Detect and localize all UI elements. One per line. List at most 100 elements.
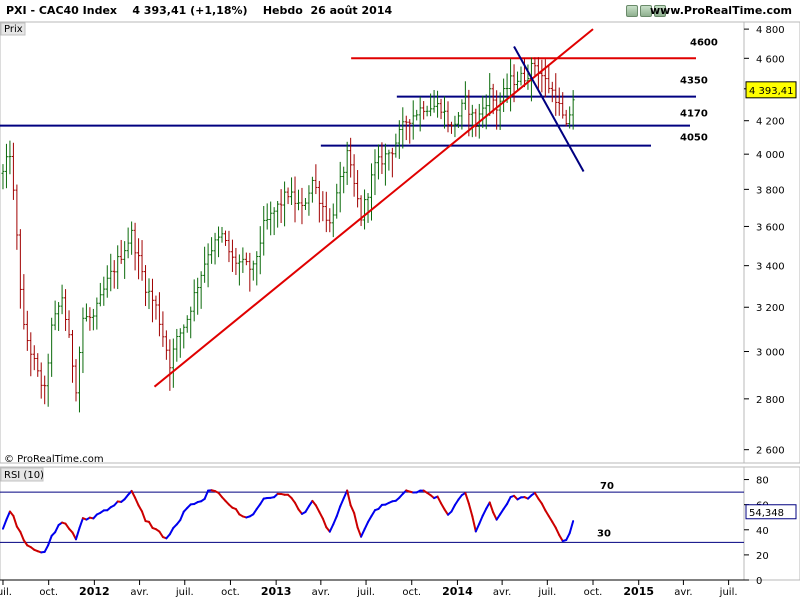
rsi-segment bbox=[203, 489, 210, 500]
rsi-segment bbox=[158, 530, 164, 539]
rsi-panel-tag-box bbox=[0, 467, 44, 482]
last-rsi-box bbox=[745, 504, 797, 520]
copyright-text: © ProRealTime.com bbox=[4, 454, 104, 465]
price-y-tick-label: 4 200 bbox=[756, 117, 785, 128]
last-price-box bbox=[745, 81, 797, 99]
rsi-segment bbox=[252, 507, 258, 516]
rsi-segment bbox=[488, 501, 495, 514]
price-y-tick-label: 4 800 bbox=[756, 25, 785, 36]
rsi-segment bbox=[499, 507, 505, 516]
rsi-segment bbox=[356, 526, 363, 538]
rsi-segment bbox=[568, 520, 575, 535]
rsi-segment bbox=[339, 497, 345, 508]
rsi-segment bbox=[335, 505, 342, 518]
x-tick-label: juil. bbox=[719, 587, 738, 598]
rsi-segment bbox=[137, 504, 144, 513]
rsi-segment bbox=[353, 511, 359, 529]
rsi-segment bbox=[506, 496, 512, 505]
window-button-3[interactable] bbox=[654, 5, 666, 17]
rsi-segment bbox=[467, 502, 474, 518]
price-y-tick-label: 3 600 bbox=[756, 222, 785, 233]
x-tick-label: avr. bbox=[312, 587, 330, 598]
rsi-segment bbox=[502, 502, 509, 510]
rsi-segment bbox=[54, 524, 60, 534]
price-y-tick-label: 3 800 bbox=[756, 185, 785, 196]
rsi-segment bbox=[332, 515, 338, 526]
x-tick-label: avr. bbox=[674, 587, 692, 598]
x-tick-label: juil. bbox=[356, 587, 375, 598]
x-tick-label: juil. bbox=[0, 587, 12, 598]
rsi-segment bbox=[367, 515, 373, 524]
last-rsi-label: 54,348 bbox=[749, 508, 784, 519]
rsi-segment bbox=[464, 492, 470, 505]
rsi-segment bbox=[147, 520, 154, 529]
price-panel-frame bbox=[0, 21, 745, 464]
rsi-segment bbox=[346, 489, 352, 507]
rsi-segment bbox=[436, 495, 443, 505]
x-tick-label: 2012 bbox=[79, 585, 110, 598]
x-tick-label: oct. bbox=[402, 587, 421, 598]
rsi-segment bbox=[540, 502, 547, 512]
rsi-segment bbox=[294, 501, 300, 511]
rsi-segment bbox=[495, 513, 502, 521]
last-price-label: 4 393,41 bbox=[749, 86, 794, 97]
rsi-segment bbox=[481, 507, 488, 517]
x-tick-label: oct. bbox=[584, 587, 603, 598]
rsi-segment bbox=[47, 534, 53, 547]
rsi-segment bbox=[1, 518, 8, 530]
rsi-segment bbox=[43, 544, 50, 553]
x-tick-label: 2013 bbox=[261, 585, 292, 598]
rsi-y-tick-label: 0 bbox=[756, 576, 762, 587]
x-tick-label: oct. bbox=[39, 587, 58, 598]
level-label-4600: 4600 bbox=[690, 37, 718, 48]
rsi-level-70-label: 70 bbox=[600, 481, 614, 492]
rsi-panel-frame bbox=[0, 466, 745, 581]
x-tick-label: 2014 bbox=[442, 585, 473, 598]
rsi-y-tick-label: 80 bbox=[756, 476, 769, 487]
price-y-tick-label: 4 600 bbox=[756, 54, 785, 65]
price-panel-tag: Prix bbox=[4, 24, 23, 35]
window-button-2[interactable] bbox=[640, 5, 652, 17]
rsi-axis-area bbox=[743, 466, 800, 581]
rsi-segment bbox=[547, 515, 554, 523]
rsi-segment bbox=[78, 517, 84, 530]
rsi-segment bbox=[179, 510, 185, 521]
rsi-segment bbox=[370, 509, 376, 518]
rsi-segment bbox=[537, 497, 543, 505]
rsi-segment bbox=[349, 504, 356, 514]
rsi-segment bbox=[544, 509, 550, 518]
rsi-segment bbox=[130, 489, 137, 499]
rsi-segment bbox=[318, 510, 324, 520]
rsi-segment bbox=[360, 528, 366, 538]
rsi-segment bbox=[141, 510, 147, 523]
rsi-segment bbox=[328, 523, 335, 533]
window-button-1[interactable] bbox=[626, 5, 638, 17]
chart-title: PXI - CAC40 Index 4 393,41 (+1,18%) Hebd… bbox=[6, 4, 393, 17]
rsi-segment bbox=[440, 502, 446, 511]
rsi-segment bbox=[307, 499, 314, 508]
trendline-0 bbox=[153, 28, 594, 388]
rsi-segment bbox=[533, 491, 540, 500]
price-y-tick-label: 3 400 bbox=[756, 262, 785, 273]
level-label-4050: 4050 bbox=[680, 133, 708, 144]
rsi-segment bbox=[19, 530, 25, 542]
rsi-level-30-label: 30 bbox=[597, 528, 611, 539]
rsi-segment bbox=[234, 508, 241, 516]
rsi-segment bbox=[443, 508, 449, 516]
rsi-y-tick-label: 20 bbox=[756, 551, 769, 562]
rsi-segment bbox=[304, 505, 310, 513]
trendline-1 bbox=[513, 45, 585, 173]
x-tick-label: 2015 bbox=[623, 585, 654, 598]
rsi-segment bbox=[554, 526, 561, 537]
x-tick-label: avr. bbox=[493, 587, 511, 598]
rsi-segment bbox=[314, 504, 321, 513]
rsi-segment bbox=[259, 497, 265, 506]
price-y-tick-label: 2 800 bbox=[756, 395, 785, 406]
level-label-4350: 4350 bbox=[680, 76, 708, 87]
rsi-segment bbox=[474, 522, 481, 533]
level-label-4170: 4170 bbox=[680, 109, 708, 120]
rsi-segment bbox=[471, 515, 477, 533]
rsi-segment bbox=[168, 526, 175, 536]
price-panel-tag-box bbox=[0, 22, 26, 36]
